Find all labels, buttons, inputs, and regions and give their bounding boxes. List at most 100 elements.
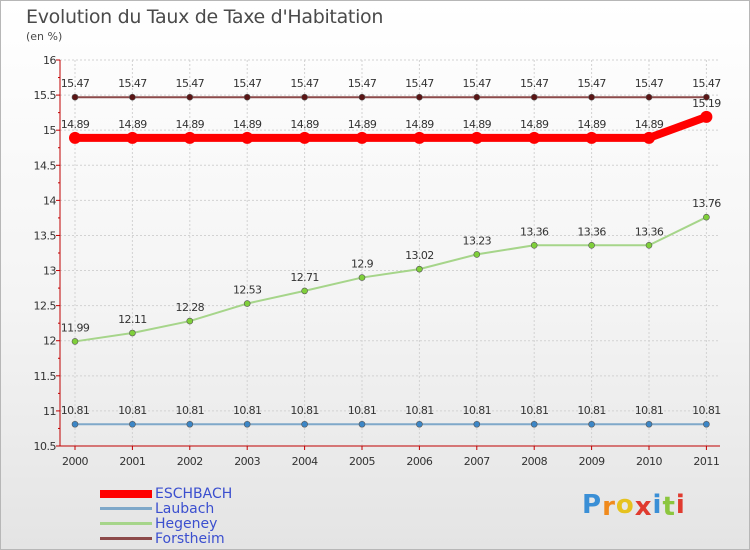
data-point — [645, 93, 653, 101]
data-label: 13.23 — [463, 234, 492, 247]
data-point — [530, 241, 538, 249]
data-label: 14.89 — [463, 118, 492, 131]
legend-swatch — [100, 489, 152, 498]
x-tick-label: 2002 — [177, 455, 203, 468]
data-point — [301, 93, 308, 101]
data-label: 13.36 — [635, 225, 664, 238]
data-point — [645, 420, 653, 428]
y-axis-ticks: 10.5 11 11.5 12 12.5 13 13.5 14 14.5 15 15.5 16 — [34, 54, 57, 453]
data-label: 14.89 — [405, 118, 434, 131]
data-label: 13.36 — [577, 225, 606, 238]
data-label: 12.9 — [351, 258, 374, 271]
legend-label: Hegeney — [155, 515, 218, 532]
legend-swatch — [100, 522, 152, 525]
data-point — [186, 317, 194, 325]
data-label: 15.47 — [635, 77, 664, 90]
legend-label: ESCHBACH — [155, 485, 233, 502]
data-point — [243, 300, 251, 307]
data-point — [186, 93, 194, 101]
data-label: 10.81 — [290, 404, 319, 417]
data-point — [470, 131, 483, 144]
data-label: 14.89 — [233, 118, 262, 131]
data-label: 15.47 — [176, 77, 205, 90]
data-label: 10.81 — [692, 404, 721, 417]
data-point — [528, 131, 541, 144]
legend-item-hegeney: Hegeney — [100, 516, 232, 531]
data-label: 10.81 — [463, 404, 492, 417]
legend-label: Forstheim — [155, 530, 225, 547]
data-label: 10.81 — [405, 404, 434, 417]
x-tick-label: 2007 — [464, 455, 490, 468]
data-point — [416, 420, 423, 428]
data-point — [71, 420, 79, 428]
data-point — [703, 93, 710, 101]
grid — [60, 59, 720, 447]
data-point — [243, 420, 251, 428]
data-label: 10.81 — [348, 404, 377, 417]
x-tick-label: 2003 — [234, 455, 260, 468]
chart-title: Evolution du Taux de Taxe d'Habitation — [26, 6, 384, 28]
data-point — [71, 93, 79, 101]
data-label: 10.81 — [520, 404, 549, 417]
legend-item-forstheim: Forstheim — [100, 531, 232, 546]
data-label: 10.81 — [118, 404, 147, 417]
data-point — [358, 93, 366, 101]
x-axis-ticks: 2000 2001 2002 2003 2004 2005 2006 2007 2008 2009… — [62, 455, 720, 468]
legend: ESCHBACH Laubach Hegeney Forstheim — [100, 486, 232, 546]
y-tick-label: 15 — [43, 124, 56, 137]
data-point — [243, 93, 251, 101]
data-label: 15.47 — [692, 77, 721, 90]
series-eschbach: 14.89 14.89 14.89 14.89 14.89 14.89 14.89 14.89… — [61, 97, 722, 144]
data-label: 15.19 — [692, 97, 721, 110]
y-tick-label: 12 — [43, 335, 56, 348]
unit-label: (en %) — [26, 30, 63, 43]
y-tick-label: 14.5 — [34, 159, 57, 172]
data-label: 15.47 — [233, 77, 262, 90]
data-label: 15.47 — [118, 77, 147, 90]
data-label: 11.99 — [61, 321, 90, 334]
data-point — [530, 420, 538, 428]
data-label: 14.89 — [61, 118, 90, 131]
data-point — [473, 251, 481, 258]
data-label: 14.89 — [348, 118, 377, 131]
data-label: 14.89 — [635, 118, 664, 131]
x-tick-label: 2011 — [693, 455, 719, 468]
data-point — [703, 213, 710, 221]
data-point — [585, 131, 598, 144]
data-label: 15.47 — [577, 77, 606, 90]
data-point — [645, 241, 653, 249]
x-tick-label: 2009 — [579, 455, 605, 468]
y-tick-label: 14 — [43, 194, 56, 207]
data-point — [358, 274, 366, 281]
y-tick-label: 11 — [43, 405, 56, 418]
data-point — [473, 420, 481, 428]
series-laubach: 10.81 10.81 10.81 10.81 10.81 10.81 10.81 10.81… — [61, 404, 721, 428]
data-label: 14.89 — [577, 118, 606, 131]
axes — [56, 59, 720, 450]
data-point — [530, 93, 538, 101]
data-label: 10.81 — [176, 404, 205, 417]
data-label: 14.89 — [176, 118, 205, 131]
data-point — [703, 420, 710, 428]
y-tick-label: 16 — [43, 54, 56, 67]
data-point — [301, 287, 308, 295]
x-tick-label: 2008 — [521, 455, 547, 468]
data-label: 12.53 — [233, 284, 262, 297]
data-point — [298, 131, 311, 144]
series-hegeney: 11.99 12.11 12.28 12.53 12.71 12.9 13.02 13.23 1… — [61, 197, 722, 345]
data-label: 13.36 — [520, 225, 549, 238]
series-group: 15.47 15.47 15.47 15.47 15.47 15.47 15.47 15.47… — [61, 77, 722, 428]
x-tick-label: 2010 — [636, 455, 662, 468]
legend-swatch — [100, 507, 152, 510]
data-label: 14.89 — [520, 118, 549, 131]
data-label: 15.47 — [61, 77, 90, 90]
x-tick-label: 2005 — [349, 455, 375, 468]
series-forstheim: 15.47 15.47 15.47 15.47 15.47 15.47 15.47 15.47… — [61, 77, 722, 101]
data-point — [186, 420, 194, 428]
data-point — [473, 93, 481, 101]
data-label: 10.81 — [233, 404, 262, 417]
data-label: 15.47 — [463, 77, 492, 90]
data-point — [129, 420, 136, 428]
data-point — [588, 93, 595, 101]
